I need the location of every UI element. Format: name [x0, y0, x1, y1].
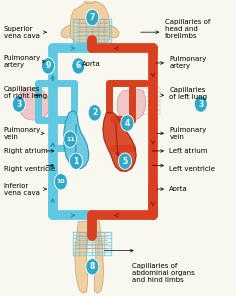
Text: Left atrium: Left atrium: [169, 148, 208, 154]
Text: Capillaries of
head and
forelimbs: Capillaries of head and forelimbs: [165, 19, 210, 39]
Text: 3: 3: [198, 99, 203, 109]
Circle shape: [88, 104, 101, 121]
Text: 6: 6: [76, 61, 81, 70]
Circle shape: [72, 58, 85, 74]
Text: 9: 9: [45, 61, 51, 70]
Text: 1: 1: [73, 157, 79, 166]
Text: Right atrium: Right atrium: [4, 148, 47, 154]
Text: 4: 4: [125, 119, 130, 128]
Text: 5: 5: [122, 157, 128, 166]
Circle shape: [69, 153, 83, 169]
Polygon shape: [117, 89, 146, 120]
Circle shape: [81, 0, 99, 4]
Text: Superior
vena cava: Superior vena cava: [4, 26, 40, 39]
Text: Aorta: Aorta: [169, 186, 188, 192]
Circle shape: [194, 96, 207, 112]
Text: Left ventricle: Left ventricle: [169, 165, 215, 171]
Polygon shape: [110, 25, 119, 38]
Circle shape: [64, 131, 77, 147]
Circle shape: [86, 258, 99, 275]
Polygon shape: [19, 89, 49, 120]
Text: Aorta: Aorta: [82, 62, 101, 67]
Text: 2: 2: [92, 108, 97, 117]
Text: Right ventricle: Right ventricle: [4, 165, 55, 171]
Text: 3: 3: [16, 99, 21, 109]
Polygon shape: [61, 25, 70, 38]
Text: Pulmonary
artery: Pulmonary artery: [4, 55, 41, 68]
Text: 10: 10: [57, 179, 65, 184]
Text: Pulmonary
artery: Pulmonary artery: [169, 57, 206, 70]
Text: 8: 8: [90, 262, 95, 271]
Circle shape: [54, 173, 67, 190]
Text: Capillaries
of left lung: Capillaries of left lung: [169, 87, 207, 100]
Circle shape: [121, 115, 134, 131]
Text: 11: 11: [66, 137, 75, 142]
Text: Pulmonary
vein: Pulmonary vein: [169, 127, 206, 140]
Polygon shape: [103, 112, 136, 171]
Text: Inferior
vena cava: Inferior vena cava: [4, 183, 40, 196]
Circle shape: [42, 58, 55, 74]
Text: 7: 7: [90, 13, 95, 22]
Polygon shape: [70, 1, 110, 42]
Polygon shape: [64, 111, 89, 168]
Polygon shape: [75, 221, 104, 293]
Text: Capillaries
of right lung: Capillaries of right lung: [4, 86, 47, 99]
Text: Capillaries of
abdominal organs
and hind limbs: Capillaries of abdominal organs and hind…: [132, 263, 195, 283]
Circle shape: [12, 96, 25, 112]
Text: Pulmonary
vein: Pulmonary vein: [4, 127, 41, 140]
Circle shape: [86, 9, 99, 26]
Circle shape: [118, 153, 131, 169]
